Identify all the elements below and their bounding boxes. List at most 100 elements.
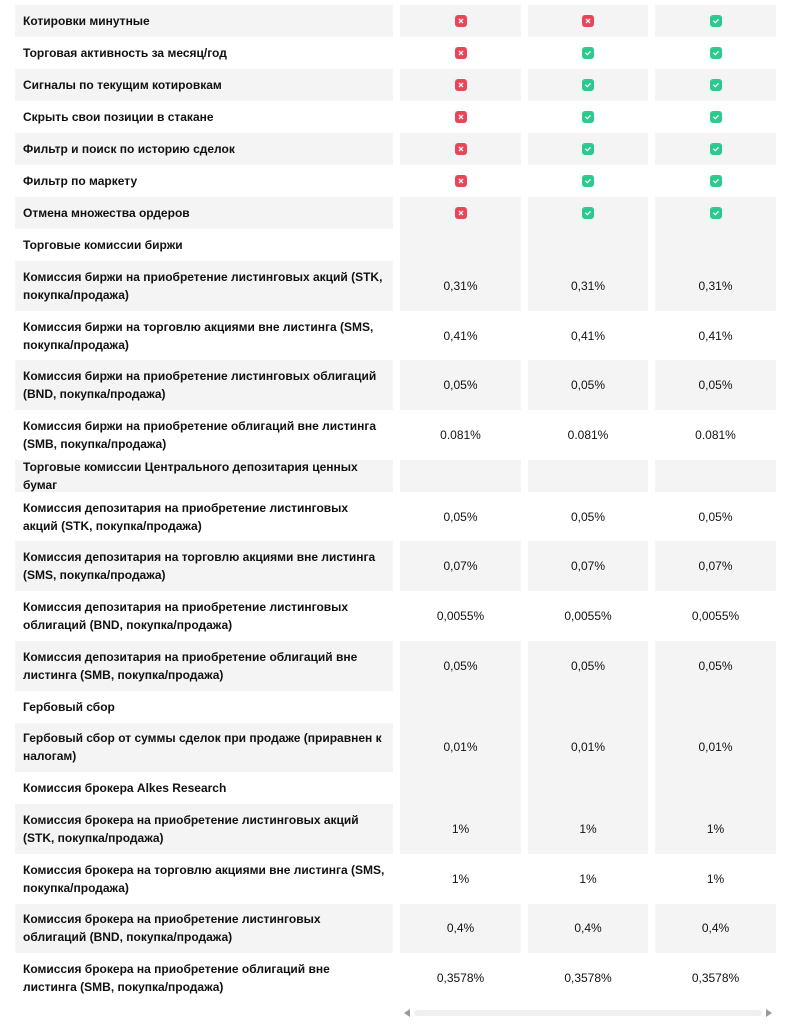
cell [655, 101, 776, 133]
cell: 0,01% [655, 722, 776, 773]
row-label: Комиссия депозитария на приобретение обл… [15, 640, 393, 691]
scroll-left[interactable] [404, 1009, 410, 1017]
cell: 0,05% [528, 640, 648, 691]
cell: 0.081% [655, 410, 776, 460]
cell: 0,07% [528, 541, 648, 592]
cell: 0,31% [400, 261, 521, 311]
cell-value: 0,3578% [436, 971, 485, 986]
cross-icon [582, 15, 594, 27]
cell [528, 690, 648, 723]
table-row: Комиссия биржи на приобретение листингов… [15, 261, 776, 311]
table-row: Комиссия биржи на приобретение листингов… [15, 360, 776, 411]
cell: 0,31% [655, 261, 776, 311]
cell [400, 197, 521, 229]
cell [655, 5, 776, 37]
cell [400, 772, 521, 805]
cell [655, 690, 776, 723]
cell: 0,4% [655, 903, 776, 954]
cell-value: 0,05% [698, 378, 733, 393]
cell-value: 0,05% [570, 378, 606, 393]
cell: 1% [400, 854, 521, 904]
check-icon [582, 143, 594, 155]
row-label: Комиссия биржи на приобретение листингов… [15, 360, 393, 411]
cell: 1% [400, 804, 521, 854]
cell [400, 69, 521, 101]
cell [655, 229, 776, 261]
table-row: Комиссия биржи на торговлю акциями вне л… [15, 311, 776, 361]
horizontal-scrollbar[interactable] [400, 1006, 776, 1020]
check-icon [582, 79, 594, 91]
cell [528, 165, 648, 197]
cell [400, 5, 521, 37]
cell-value: 0,05% [443, 378, 478, 393]
cell: 0,3578% [655, 953, 776, 1003]
cell-value: 0,3578% [691, 971, 740, 986]
row-label: Комиссия депозитария на приобретение лис… [23, 500, 349, 533]
scroll-track[interactable] [414, 1010, 762, 1016]
check-icon [710, 175, 722, 187]
cell: 0,3578% [400, 953, 521, 1003]
table-row: Комиссия депозитария на торговлю акциями… [15, 541, 776, 592]
cell: 0,41% [528, 311, 648, 361]
cell [528, 197, 648, 229]
cell: 0,3578% [528, 953, 648, 1003]
table-row: Комиссия брокера на приобретение облигац… [15, 953, 776, 1003]
row-label: Комиссия брокера на приобретение облигац… [23, 962, 330, 995]
check-icon [710, 79, 722, 91]
table-row: Комиссия депозитария на приобретение обл… [15, 640, 776, 691]
row-label: Комиссия биржи на торговлю акциями вне л… [23, 319, 374, 352]
cell: 1% [528, 804, 648, 854]
cell [655, 197, 776, 229]
check-icon [582, 47, 594, 59]
check-icon [582, 175, 594, 187]
cross-icon [455, 143, 467, 155]
table-row: Комиссия депозитария на приобретение лис… [15, 492, 776, 542]
cell-value: 1% [706, 822, 725, 837]
cell: 0,05% [400, 640, 521, 691]
cell: 0,05% [400, 492, 521, 542]
row-label: Комиссия брокера на приобретение листинг… [15, 804, 393, 854]
table-row: Фильтр по маркету [15, 165, 776, 197]
table-row: Комиссия брокера на приобретение листинг… [15, 903, 776, 954]
cell-value: 0,4% [446, 921, 475, 936]
check-icon [582, 111, 594, 123]
cell-value: 0,05% [698, 658, 733, 673]
cell-value: 0,05% [570, 509, 606, 524]
scroll-right[interactable] [766, 1009, 772, 1017]
table-row: Котировки минутные [15, 5, 776, 37]
row-label: Комиссия брокера на приобретение листинг… [15, 903, 393, 954]
cell: 0.081% [400, 410, 521, 460]
cell-value: 0,4% [701, 921, 730, 936]
cell [528, 772, 648, 805]
cell-value: 0,01% [698, 740, 733, 755]
cell: 0,0055% [655, 591, 776, 641]
cell: 0,41% [655, 311, 776, 361]
cell: 0,05% [528, 492, 648, 542]
cell-value: 0,0055% [436, 608, 485, 623]
table-row: Торговая активность за месяц/год [15, 37, 776, 69]
row-label: Гербовый сбор от суммы сделок при продаж… [15, 722, 393, 773]
cell-value: 0.081% [695, 427, 736, 442]
table-row: Фильтр и поиск по историю сделок [15, 133, 776, 165]
cell [528, 133, 648, 165]
cell-value: 0,05% [443, 658, 478, 673]
cell: 0,31% [528, 261, 648, 311]
cell-value: 0,0055% [691, 608, 740, 623]
cell: 0,0055% [528, 591, 648, 641]
cell-value: 0,07% [443, 559, 478, 574]
cell-value: 0,01% [570, 740, 606, 755]
cell-value: 1% [451, 871, 470, 886]
cell [528, 37, 648, 69]
cell [655, 165, 776, 197]
cell [400, 133, 521, 165]
cell: 0,05% [655, 492, 776, 542]
cell: 0,4% [400, 903, 521, 954]
cell-value: 0,0055% [564, 608, 612, 623]
cell [655, 459, 776, 492]
row-label: Гербовый сбор [23, 699, 115, 714]
comparison-table: Котировки минутные Торговая активность за… [15, 5, 776, 1003]
cell-value: 1% [579, 871, 597, 886]
cell: 0,05% [400, 360, 521, 411]
cross-icon [455, 111, 467, 123]
